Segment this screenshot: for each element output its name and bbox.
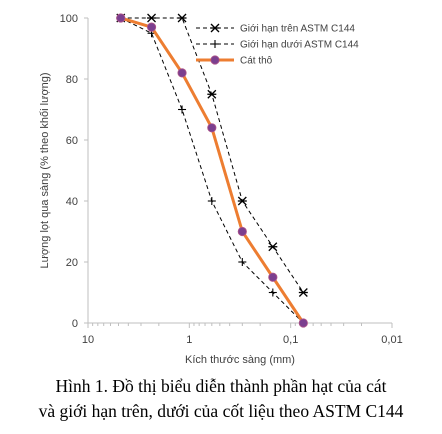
data-point-sand xyxy=(268,272,278,282)
legend-label: Giới hạn dưới ASTM C144 xyxy=(240,40,359,51)
data-point-lower xyxy=(268,288,277,297)
x-axis-title: Kích thước sàng (mm) xyxy=(185,354,295,366)
data-point-sand xyxy=(237,226,247,237)
data-point-lower xyxy=(207,197,216,205)
figure-caption: Hình 1. Đồ thị biểu diễn thành phần hạt … xyxy=(0,374,442,424)
grading-chart: 10 1 0,1 0,01 0 20 40 60 80 100 Giới hạn trên AS… xyxy=(39,13,403,366)
caption-line-2: và giới hạn trên, dưới của cốt liệu theo… xyxy=(38,401,404,421)
x-tick-label: 10 xyxy=(82,334,94,346)
x-tick-label: 1 xyxy=(186,334,192,346)
data-point-upper xyxy=(268,242,278,252)
data-point-upper xyxy=(147,13,157,23)
data-point-upper xyxy=(177,13,187,23)
data-point-upper xyxy=(298,288,308,297)
data-point-sand xyxy=(298,318,308,328)
data-point-sand xyxy=(116,13,126,23)
y-tick-label: 80 xyxy=(66,74,78,86)
legend-label: Cát thô xyxy=(240,56,273,67)
data-point-lower xyxy=(238,258,247,266)
chart-legend: Giới hạn trên ASTM C144 Giới hạn dưới AST… xyxy=(196,24,359,67)
x-axis-ticks: 10 1 0,1 0,01 xyxy=(82,323,403,346)
y-tick-label: 20 xyxy=(66,257,78,269)
legend-item-2: Giới hạn dưới ASTM C144 xyxy=(196,40,359,51)
data-point-upper xyxy=(237,196,247,206)
data-point-upper xyxy=(207,89,217,99)
data-point-sand xyxy=(177,68,187,78)
y-tick-label: 40 xyxy=(66,196,78,208)
chart-series xyxy=(116,13,308,328)
legend-item-3: Cát thô xyxy=(196,55,273,67)
caption-line-1: Hình 1. Đồ thị biểu diễn thành phần hạt … xyxy=(55,376,387,396)
series-1 xyxy=(116,13,308,297)
y-tick-label: 0 xyxy=(72,318,78,330)
x-tick-label: 0,1 xyxy=(283,334,298,346)
series-3 xyxy=(116,13,308,328)
y-axis-ticks: 0 20 40 60 80 100 xyxy=(60,13,88,330)
data-point-sand xyxy=(146,22,157,32)
data-point-sand xyxy=(210,55,220,65)
y-tick-label: 100 xyxy=(60,13,78,25)
data-point-upper xyxy=(210,23,220,33)
data-point-sand xyxy=(207,123,217,133)
x-tick-label: 0,01 xyxy=(381,334,402,346)
legend-label: Giới hạn trên ASTM C144 xyxy=(240,24,355,35)
data-point-lower xyxy=(178,105,187,114)
y-tick-label: 60 xyxy=(66,135,78,147)
chart-axes xyxy=(87,18,392,324)
legend-item-1: Giới hạn trên ASTM C144 xyxy=(196,24,355,35)
data-point-lower xyxy=(211,40,219,48)
y-axis-title: Lượng lọt qua sàng (% theo khối lượng) xyxy=(39,72,51,268)
